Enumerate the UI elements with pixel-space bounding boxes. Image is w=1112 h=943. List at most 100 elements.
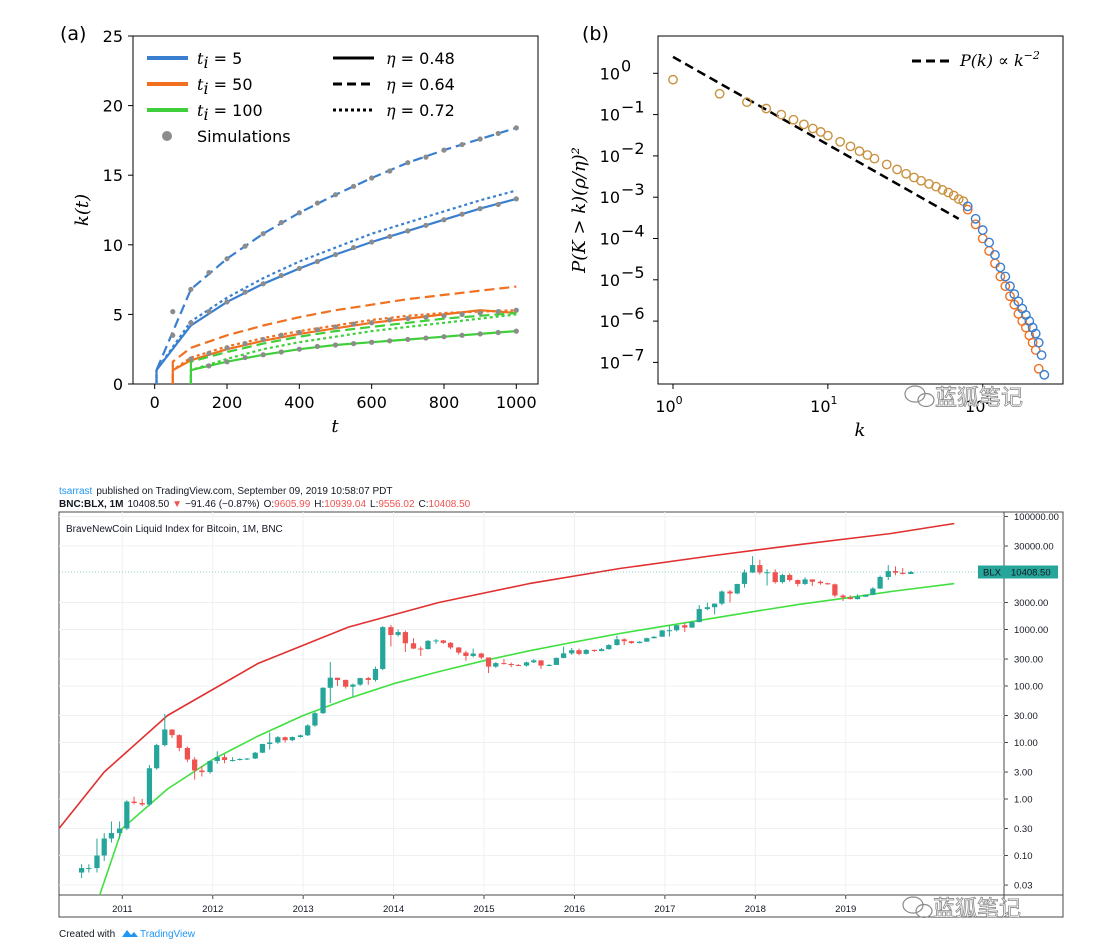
scatter-point	[668, 74, 678, 85]
candle-body	[515, 665, 522, 667]
candle-body	[244, 758, 250, 760]
candle	[192, 757, 198, 780]
candle	[478, 652, 484, 660]
simulation-point	[495, 309, 501, 315]
scatter-point	[1039, 369, 1050, 380]
candle	[523, 661, 530, 667]
simulation-point	[242, 289, 248, 295]
candle-body	[538, 660, 544, 666]
tv-lower-envelope-curve	[98, 582, 955, 896]
scatter-point	[741, 97, 752, 108]
candle	[343, 679, 349, 689]
scatter-point	[977, 225, 988, 235]
simulation-point	[513, 196, 519, 202]
legend-entry-ti-100: ti = 100	[147, 101, 263, 124]
candle	[244, 758, 250, 760]
candle	[749, 556, 756, 573]
simulation-point	[296, 210, 302, 216]
legend-marker-simulations	[162, 131, 172, 141]
simulation-point	[332, 192, 339, 198]
candle	[628, 640, 635, 644]
candle	[614, 635, 620, 646]
panel-a-line-chart: (a) 0 200 400 600 800 1000 0 5 10 15 20 25 t k(t) t…	[60, 23, 539, 437]
series-ti-50-eta-072	[171, 309, 517, 384]
scatter-point	[835, 136, 846, 147]
legend-entry-simulations: Simulations	[162, 127, 291, 146]
panel-b-xtick-label: 100	[655, 394, 682, 416]
candle-body	[252, 752, 258, 759]
simulation-point	[278, 349, 284, 355]
candle-body	[523, 662, 530, 666]
candle	[546, 663, 552, 667]
candle-body	[418, 648, 424, 650]
candle-body	[320, 687, 326, 714]
candle-body	[402, 632, 408, 644]
panel-a-ytick-label: 15	[103, 166, 123, 185]
candle	[229, 757, 236, 762]
panel-b-ytick-exponent: −7	[621, 345, 645, 364]
candle-body	[825, 583, 831, 585]
candle-body	[908, 571, 914, 574]
panel-b-ytick-label: 10	[600, 271, 620, 290]
candle	[854, 594, 861, 600]
simulation-point	[170, 309, 176, 315]
tv-time-tick-label: 2016	[564, 904, 585, 915]
candle	[199, 766, 205, 777]
simulation-point	[188, 320, 194, 326]
tv-last-price-value: 10408.50	[1011, 567, 1051, 578]
candle-body	[327, 677, 333, 688]
simulation-point	[278, 219, 284, 226]
candle-body	[350, 684, 356, 687]
candle	[908, 570, 914, 575]
tv-last-price-box	[978, 565, 1058, 579]
simulation-point	[224, 299, 230, 305]
candle	[267, 732, 273, 750]
tv-price-tick-label: 30.00	[1014, 711, 1038, 722]
candle-body	[764, 572, 770, 574]
scatter-point	[714, 88, 725, 99]
candle	[538, 660, 544, 669]
candle-body	[727, 591, 733, 594]
candle	[569, 648, 575, 655]
candle-body	[305, 725, 311, 736]
panel-b-ytick-exponent: −5	[621, 263, 645, 282]
tv-time-tick-label: 2015	[473, 904, 494, 915]
candle-body	[395, 632, 401, 635]
watermark-text-top: 蓝狐笔记	[935, 386, 1023, 411]
legend-label-eta-072: η = 0.72	[386, 101, 455, 120]
candle	[606, 644, 612, 650]
panel-b-legend-label: P(k) ∝ k−2	[959, 49, 1040, 70]
simulation-point	[369, 239, 375, 245]
candle-body	[682, 625, 688, 628]
candle	[531, 659, 537, 664]
scatter-point	[881, 159, 892, 170]
candle	[131, 796, 137, 805]
scatter-point	[1033, 337, 1044, 348]
scatter-point	[953, 194, 964, 204]
candle	[508, 662, 514, 668]
candle	[870, 587, 876, 596]
panel-b-ytick-label: 10	[600, 312, 620, 331]
candle	[162, 713, 168, 747]
scatter-point	[1005, 281, 1015, 292]
candle	[470, 648, 476, 658]
candle	[275, 736, 281, 744]
candle	[560, 646, 567, 659]
candle-body	[674, 625, 680, 631]
candle	[320, 687, 326, 714]
legend-entry-eta-064: η = 0.64	[333, 75, 455, 94]
tv-time-tick-label: 2012	[202, 904, 223, 915]
panel-a-legend: ti = 5 ti = 50 ti = 100 Simulations η = …	[147, 49, 455, 146]
scatter-point	[1009, 289, 1020, 300]
panel-a-frame	[132, 35, 539, 385]
panel-b-ytick-label: 10	[600, 64, 620, 83]
candle	[259, 743, 266, 754]
candle	[334, 677, 341, 686]
scatter-point	[984, 237, 995, 248]
tv-price-ticks: 100000.00 30000.00 3000.00 1000.00 300.00 100…	[1004, 512, 1059, 892]
tv-price-tick-label: 1000.00	[1014, 625, 1048, 636]
candle-body	[357, 678, 363, 685]
simulation-point	[477, 136, 483, 142]
candle-body	[598, 649, 605, 652]
candle-body	[447, 642, 454, 648]
